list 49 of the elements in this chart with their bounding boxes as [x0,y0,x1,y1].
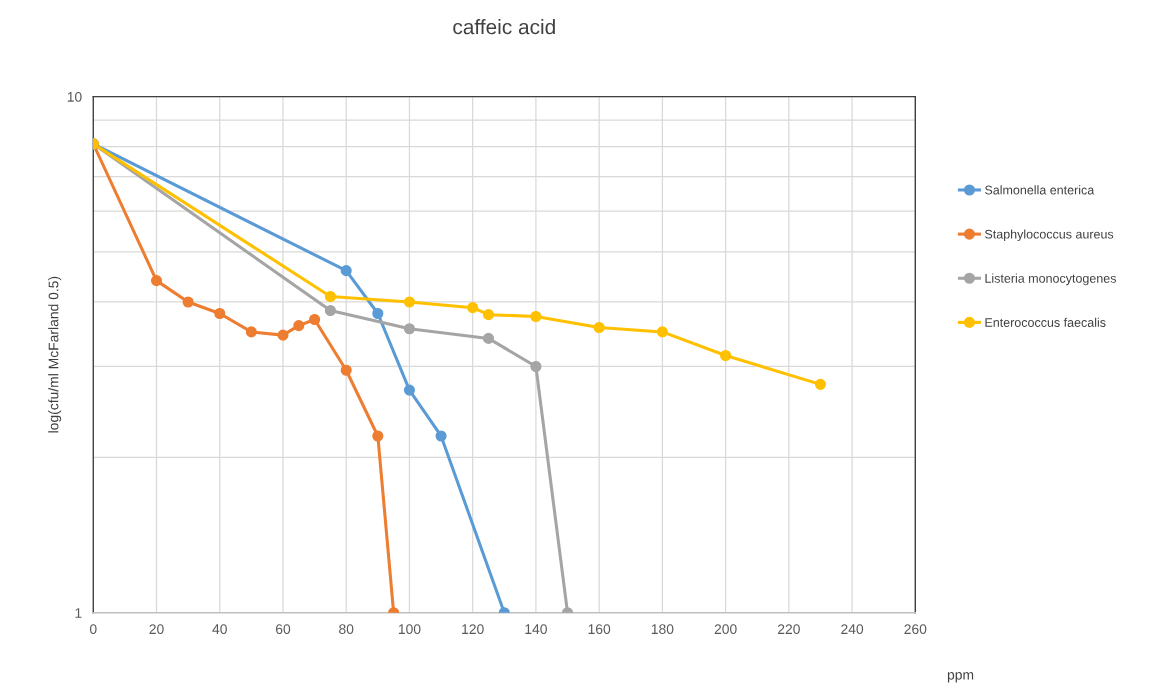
point [372,430,384,442]
point [245,326,257,338]
point [656,326,668,338]
x-tick-label: 60 [275,624,291,635]
point [277,329,289,341]
point [372,307,384,320]
point [530,310,542,323]
legend-label: Staphylococcus aureus [985,229,1114,242]
point [293,320,305,332]
x-tick-label: 80 [339,624,354,635]
x-tick-label: 180 [651,624,674,635]
x-tick-label: 100 [398,624,421,635]
point [435,430,447,442]
chart-title: caffeic acid [453,19,555,35]
point [403,296,416,308]
y-axis-title: log(cfu/ml McFarland 0.5) [48,276,62,433]
x-tick-label: 160 [588,624,611,635]
legend-label: Salmonella enterica [985,185,1095,195]
point [482,309,495,321]
x-tick-label: 240 [841,624,864,635]
x-tick-label: 120 [462,624,484,635]
legend-label: Enterococcus faecalis [985,317,1106,327]
x-tick-label: 200 [714,624,737,635]
x-axis-title: ppm [947,672,974,683]
x-tick-label: 0 [89,624,97,635]
point [720,349,732,362]
point [340,364,352,376]
point [340,265,352,277]
y-tick-label: 1 [75,608,82,618]
point [467,302,479,314]
x-tick-label: 140 [525,624,547,635]
x-tick-label: 220 [777,624,800,635]
x-tick-label: 260 [904,624,927,635]
point [324,304,336,317]
point [403,384,416,396]
point [324,290,336,303]
y-tick-label: 10 [67,91,82,102]
point [814,378,827,390]
point [150,275,163,287]
x-tick-label: 20 [149,624,164,635]
point [403,323,416,335]
x-tick-label: 40 [212,624,227,635]
legend-label: Listeria monocytogenes [985,273,1117,286]
point [530,360,542,373]
point [182,296,194,308]
point [309,313,321,326]
point [482,332,495,344]
point [593,321,605,334]
point [214,307,226,320]
